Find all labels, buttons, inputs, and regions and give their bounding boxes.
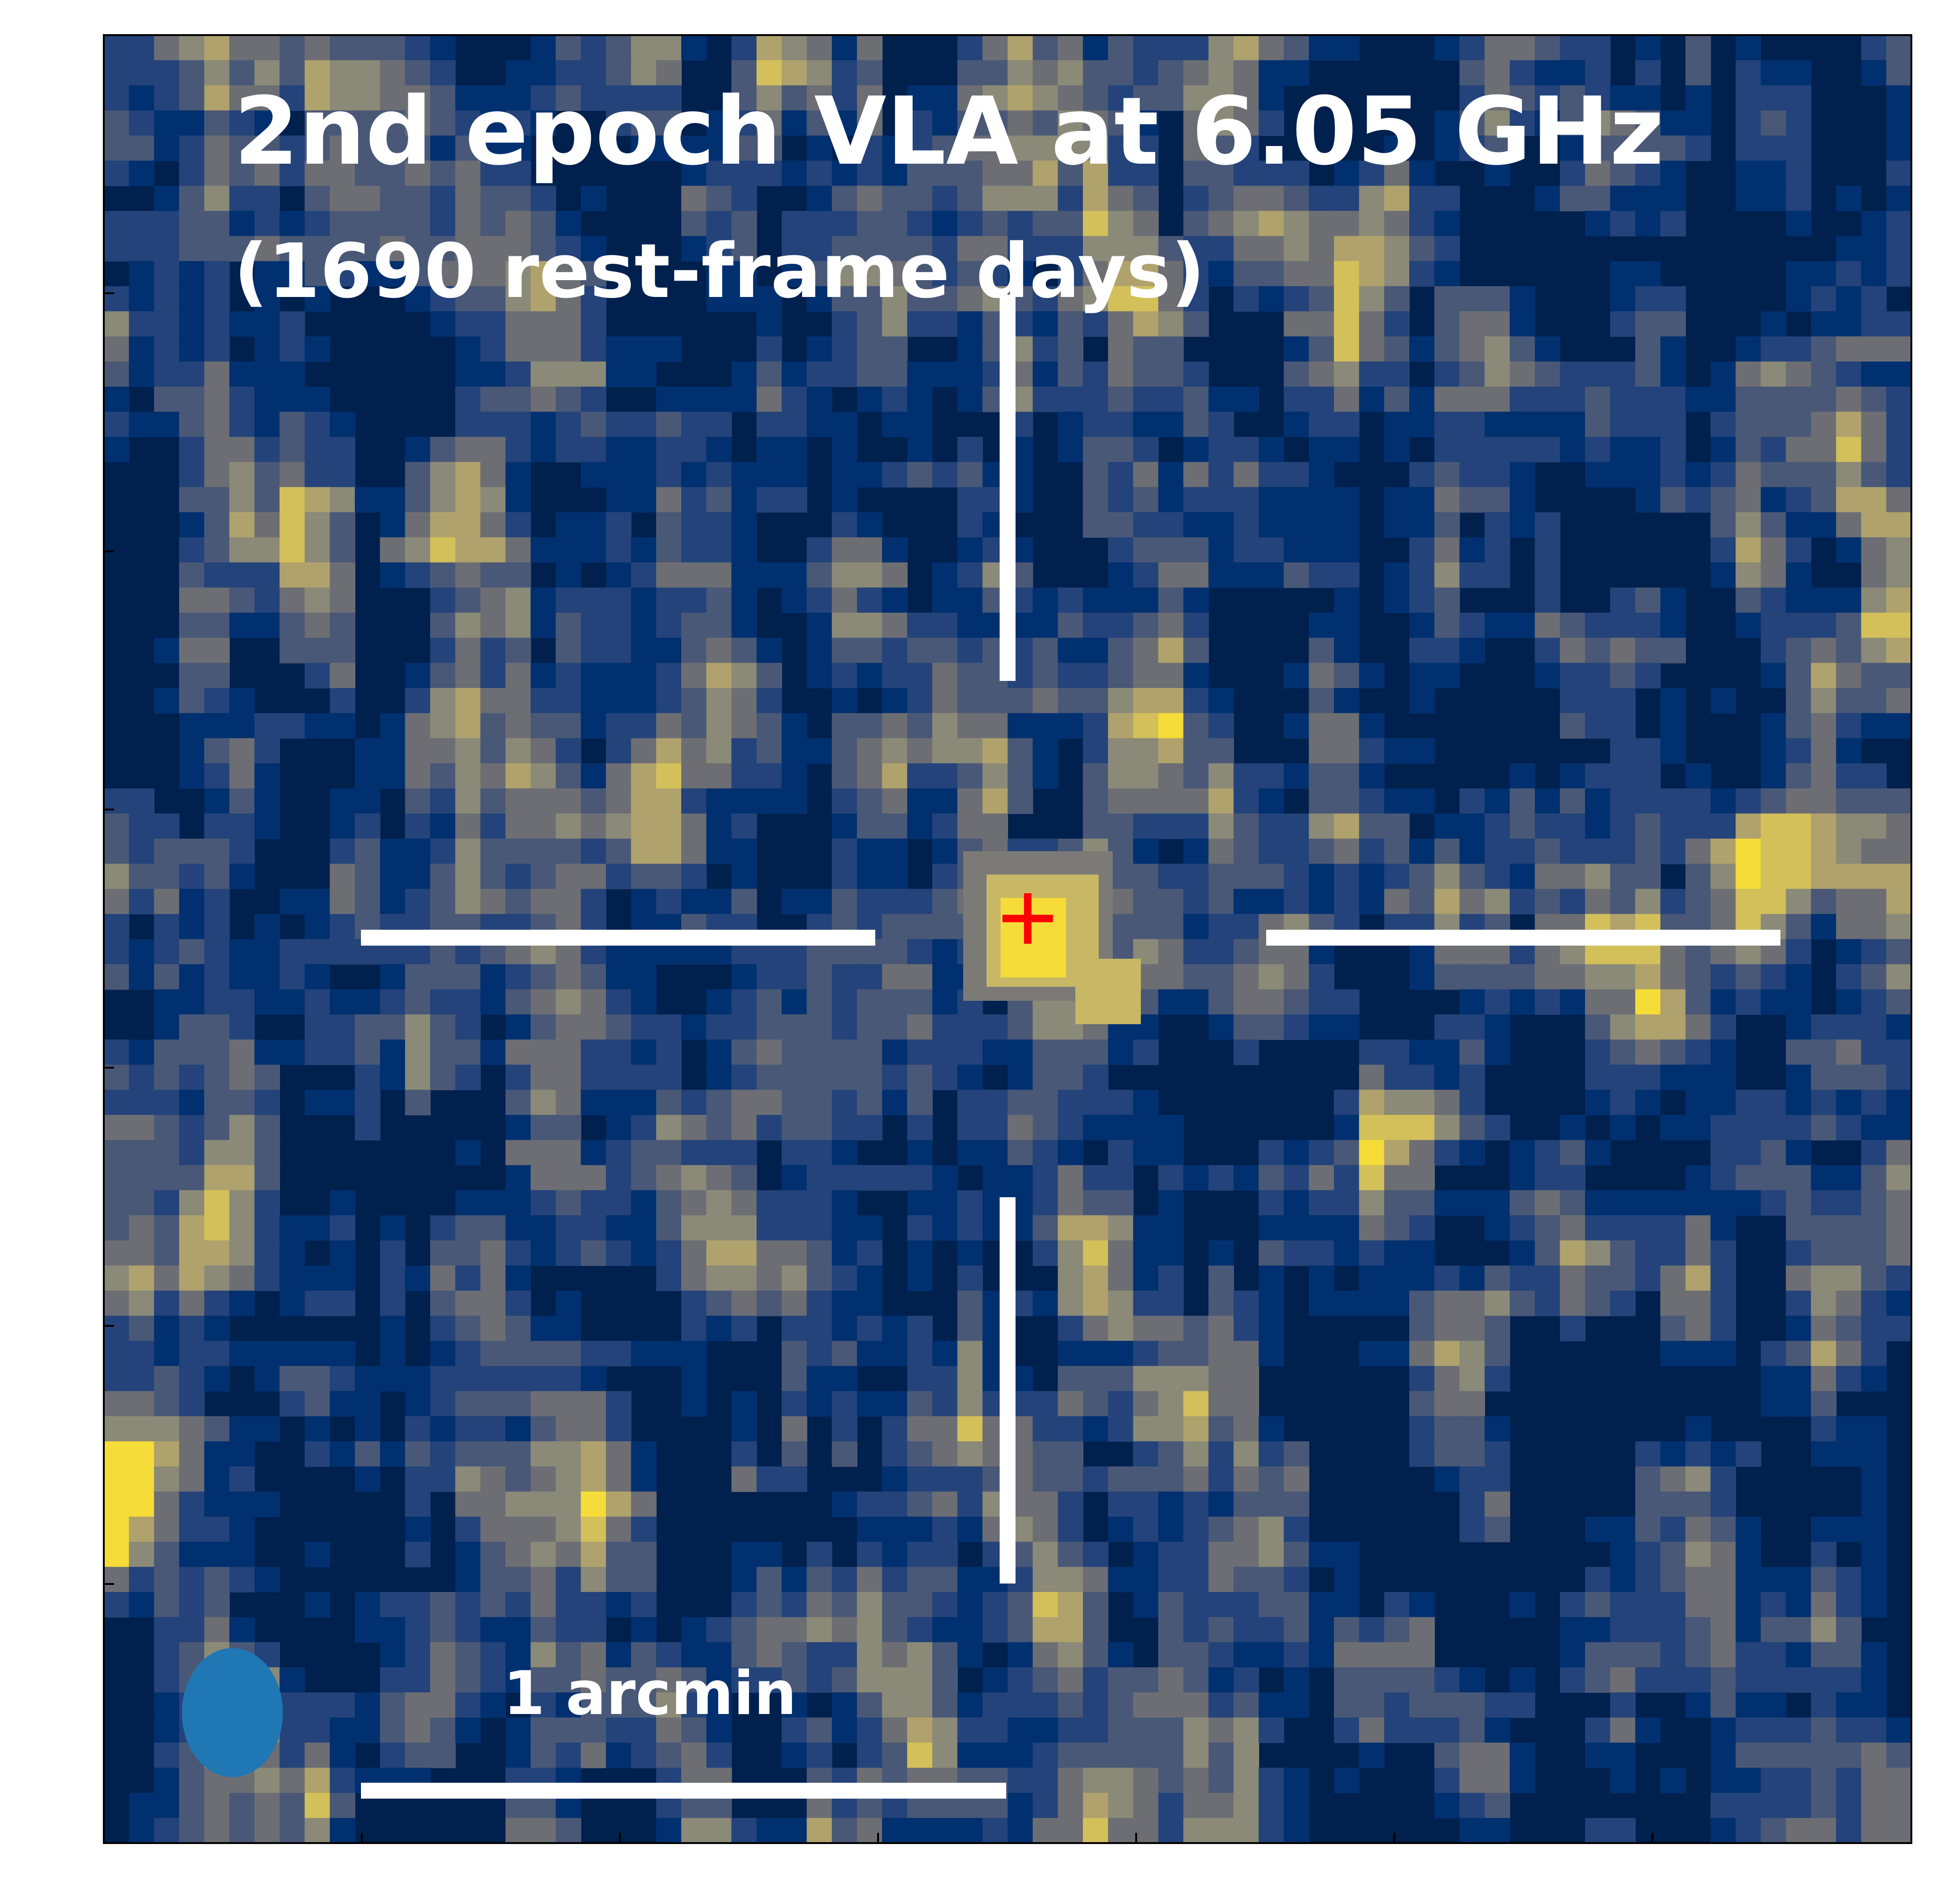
source-marker-plus: [1002, 893, 1053, 944]
crosshair: [361, 295, 1780, 1584]
central-source: [963, 851, 1141, 1024]
noise-pixels: [104, 35, 1911, 1843]
plot-frame: [103, 34, 1912, 1844]
figure-subtitle: (1690 rest-frame days): [234, 227, 1205, 315]
crosshair-right: [1266, 930, 1780, 946]
crosshair-bottom: [1000, 1197, 1016, 1584]
beam-ellipse: [182, 1648, 283, 1777]
crosshair-top: [1000, 295, 1016, 681]
scale-bar: [361, 1783, 1006, 1799]
crosshair-left: [361, 930, 875, 946]
figure-title: 2nd epoch VLA at 6.05 GHz: [234, 77, 1664, 186]
axis-ticks: [104, 292, 1653, 1843]
scale-bar-label: 1 arcmin: [503, 1659, 796, 1728]
